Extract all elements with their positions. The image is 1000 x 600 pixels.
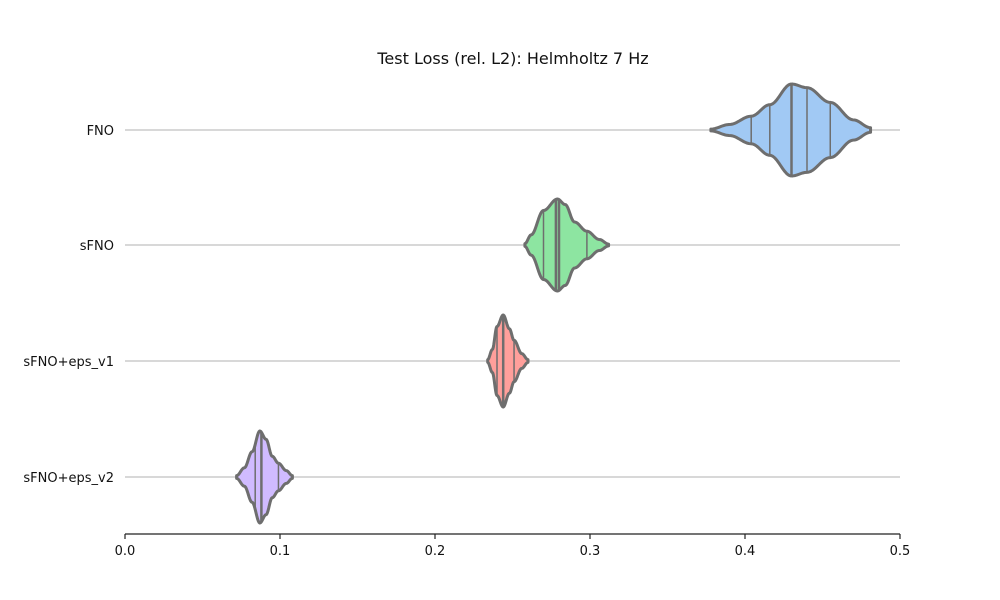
violin-sfno-eps-v1 [486, 313, 530, 409]
violin-sfno-eps-v2 [235, 429, 294, 525]
x-tick-label-1: 0.1 [270, 544, 291, 559]
x-tick-label-4: 0.4 [735, 544, 756, 559]
violin-sfno [523, 197, 611, 293]
x-axis: 0.0 0.1 0.2 0.3 0.4 0.5 [115, 533, 911, 559]
category-label-sfno-eps-v1: sFNO+eps_v1 [23, 355, 114, 370]
x-tick-label-0: 0.0 [115, 544, 136, 559]
chart-title: Test Loss (rel. L2): Helmholtz 7 Hz [376, 49, 648, 68]
violin-layer [235, 82, 873, 525]
x-tick-label-3: 0.3 [580, 544, 601, 559]
category-label-sfno: sFNO [80, 239, 114, 254]
x-tick-label-5: 0.5 [890, 544, 911, 559]
grid-layer [125, 129, 900, 478]
category-label-sfno-eps-v2: sFNO+eps_v2 [23, 471, 114, 486]
category-label-fno: FNO [87, 124, 114, 139]
category-labels: FNO sFNO sFNO+eps_v1 sFNO+eps_v2 [23, 124, 114, 486]
x-tick-label-2: 0.2 [425, 544, 446, 559]
